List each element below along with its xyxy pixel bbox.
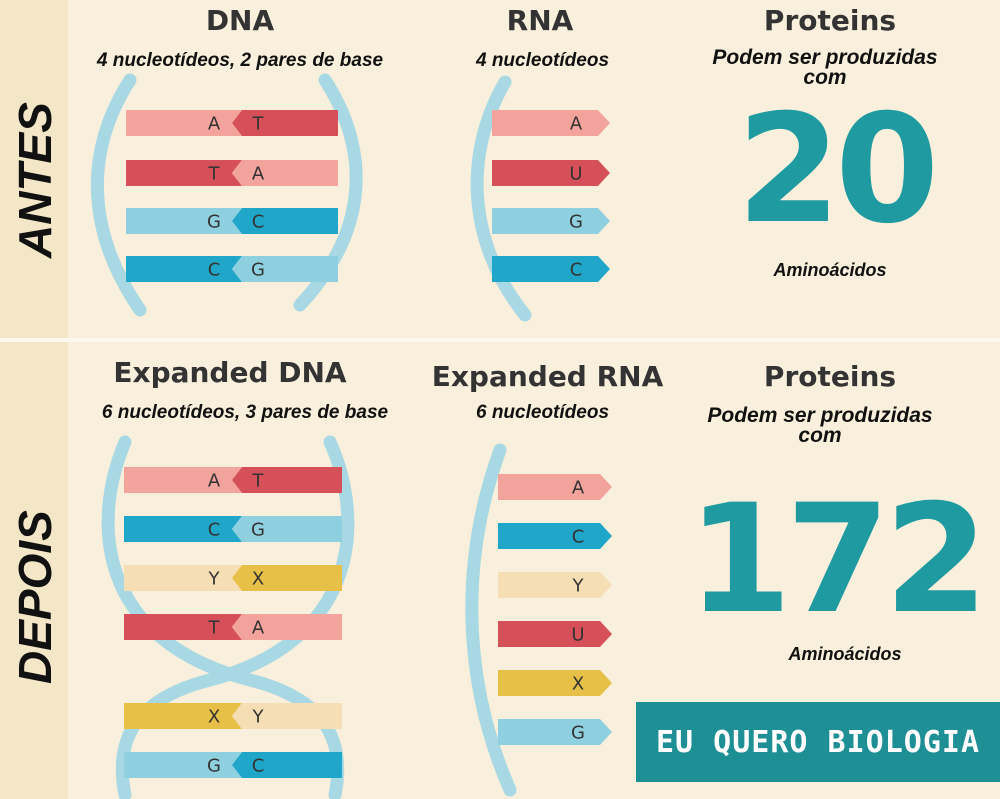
base-T-label: T	[208, 164, 221, 185]
base-Y-segment	[232, 703, 342, 729]
rna-title: RNA	[506, 4, 574, 37]
amino-acid-unit: Aminoácidos	[773, 260, 887, 280]
expanded-dna-title: Expanded DNA	[113, 356, 347, 389]
rna-strand	[470, 75, 532, 322]
section-divider	[0, 338, 1000, 342]
base-C-segment	[232, 208, 338, 234]
base-A-segment	[232, 160, 338, 186]
base-C-segment	[124, 516, 242, 542]
expanded-amino-acid-unit: Aminoácidos	[788, 644, 902, 664]
expanded-rna-base-C-label: C	[572, 527, 585, 548]
rna-subtitle: 4 nucleotídeos	[475, 50, 610, 71]
proteins-title: Proteins	[763, 4, 897, 37]
rna-base-G-label: G	[569, 212, 583, 233]
expanded-rna-base-G-segment	[498, 719, 612, 745]
expanded-proteins-title: Proteins	[763, 360, 897, 393]
expanded-dna-right-strand	[115, 435, 355, 799]
base-T-label: T	[208, 618, 221, 639]
expanded-dna-subtitle: 6 nucleotídeos, 3 pares de base	[101, 402, 389, 423]
rna-base-G-segment	[492, 208, 610, 234]
amino-acid-count: 20	[736, 83, 940, 257]
base-C-segment	[126, 256, 242, 282]
base-C-label: C	[208, 260, 221, 281]
expanded-rna-base-G-label: G	[571, 723, 585, 744]
expanded-rna-base-Y-label: Y	[572, 576, 585, 597]
base-T-segment	[126, 160, 242, 186]
expanded-proteins-subtitle: Podem ser produzidas com	[707, 404, 933, 447]
rna-base-C-segment	[492, 256, 610, 282]
brand-banner: EU QUERO BIOLOGIA	[636, 702, 1000, 782]
base-G-label: G	[207, 212, 221, 233]
base-T-label: T	[252, 471, 265, 492]
expanded-rna-base-A-label: A	[572, 478, 585, 499]
after-side-strip: DEPOIS	[0, 342, 68, 799]
expanded-rna-base-U-label: U	[571, 625, 584, 646]
base-C-label: C	[252, 212, 265, 233]
base-Y-label: Y	[208, 569, 221, 590]
base-A-label: A	[252, 164, 265, 185]
base-A-label: A	[208, 471, 221, 492]
expanded-rna-base-X-segment	[498, 670, 612, 696]
rna-base-U-label: U	[569, 164, 582, 185]
base-C-label: C	[208, 520, 221, 541]
base-Y-label: Y	[252, 707, 265, 728]
expanded-dna-left-strand	[101, 435, 345, 799]
base-C-segment	[232, 752, 342, 778]
rna-base-A-segment	[492, 110, 610, 136]
dna-subtitle: 4 nucleotídeos, 2 pares de base	[96, 50, 384, 71]
base-X-segment	[232, 565, 342, 591]
base-A-label: A	[252, 618, 265, 639]
expanded-rna-title: Expanded RNA	[431, 360, 664, 393]
base-G-label: G	[251, 520, 265, 541]
base-T-label: T	[252, 114, 265, 135]
base-X-label: X	[252, 569, 264, 590]
expanded-rna-base-A-segment	[498, 474, 612, 500]
base-Y-segment	[124, 565, 242, 591]
base-X-segment	[124, 703, 242, 729]
base-G-label: G	[207, 756, 221, 777]
expanded-rna-base-C-segment	[498, 523, 612, 549]
base-G-segment	[232, 516, 342, 542]
base-A-segment	[124, 467, 242, 493]
dna-title: DNA	[205, 4, 275, 37]
base-G-label: G	[251, 260, 265, 281]
base-G-segment	[232, 256, 338, 282]
base-X-label: X	[208, 707, 220, 728]
proteins-subtitle: Podem ser produzidas com	[712, 46, 938, 89]
rna-base-U-segment	[492, 160, 610, 186]
base-A-segment	[126, 110, 242, 136]
base-G-segment	[126, 208, 242, 234]
base-G-segment	[124, 752, 242, 778]
base-A-label: A	[208, 114, 221, 135]
base-A-segment	[232, 614, 342, 640]
base-T-segment	[232, 110, 338, 136]
expanded-rna-base-U-segment	[498, 621, 612, 647]
expanded-amino-acid-count: 172	[687, 473, 988, 647]
base-C-label: C	[252, 756, 265, 777]
rna-base-A-label: A	[570, 114, 583, 135]
expanded-rna-subtitle: 6 nucleotídeos	[475, 402, 610, 423]
expanded-rna-base-Y-segment	[498, 572, 612, 598]
expanded-rna-base-X-label: X	[572, 674, 584, 695]
base-T-segment	[232, 467, 342, 493]
before-side-strip: ANTES	[0, 0, 68, 338]
dna-left-strand	[90, 73, 147, 317]
base-T-segment	[124, 614, 242, 640]
expanded-rna-strand	[465, 443, 517, 797]
rna-base-C-label: C	[570, 260, 583, 281]
